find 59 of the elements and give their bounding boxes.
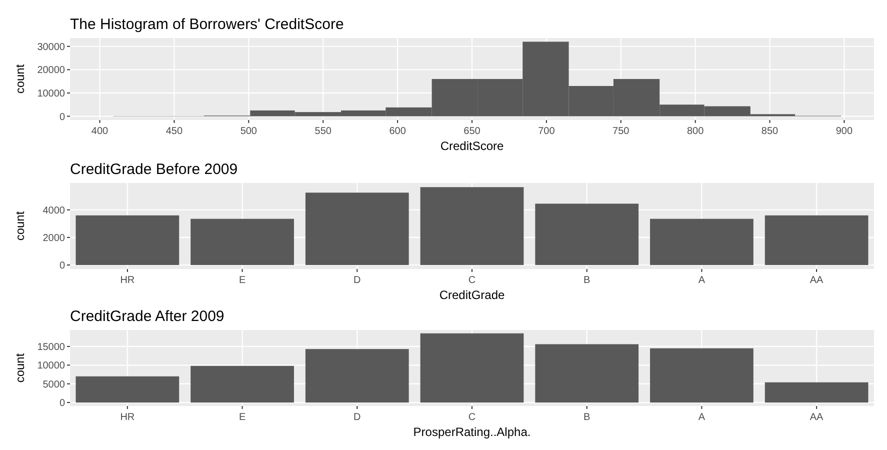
bar (76, 376, 180, 403)
x-tick-label: 850 (761, 126, 779, 137)
chart-title: CreditGrade After 2009 (70, 308, 224, 325)
y-tick-label: 30000 (37, 42, 66, 53)
x-axis-title: CreditScore (440, 139, 504, 153)
bar (76, 215, 180, 266)
y-axis-title: count (13, 352, 27, 383)
bar (190, 366, 294, 403)
x-tick-label: B (584, 275, 591, 286)
x-tick-label: A (698, 275, 706, 286)
bar (305, 349, 409, 403)
x-tick-label: 600 (389, 126, 406, 137)
y-axis-title: count (13, 210, 27, 241)
x-tick-label: HR (120, 412, 135, 423)
bar (764, 382, 868, 403)
bar (535, 204, 639, 266)
bar (190, 218, 294, 266)
y-tick-label: 2000 (42, 232, 66, 244)
y-tick-label: 0 (59, 112, 66, 123)
x-tick-label: C (468, 275, 476, 286)
x-tick-label: 700 (538, 126, 556, 137)
bar (305, 192, 409, 266)
y-tick-label: 5000 (42, 379, 66, 390)
bar (420, 187, 524, 266)
x-tick-label: C (468, 412, 476, 423)
y-axis-title: count (13, 64, 27, 94)
x-tick-label: 500 (240, 126, 258, 137)
y-tick-label: 0 (59, 260, 66, 272)
x-tick-label: 650 (464, 126, 481, 137)
x-tick-label: E (238, 275, 246, 286)
y-tick-label: 0 (59, 398, 66, 410)
chart-title: CreditGrade Before 2009 (70, 161, 238, 178)
y-tick-label: 10000 (37, 360, 66, 372)
x-axis-title: ProsperRating..Alpha. (413, 425, 531, 439)
bar (650, 348, 754, 403)
x-tick-label: D (354, 275, 361, 286)
x-axis-title: CreditGrade (439, 288, 505, 302)
x-tick-label: AA (810, 275, 824, 286)
y-tick-label: 4000 (42, 205, 66, 216)
x-tick-label: HR (120, 275, 135, 286)
x-tick-label: 800 (686, 126, 704, 137)
x-tick-label: E (238, 412, 246, 423)
x-tick-label: AA (810, 412, 824, 423)
x-tick-label: A (698, 412, 706, 423)
bar (535, 344, 639, 403)
y-tick-label: 20000 (37, 65, 66, 76)
y-tick-label: 10000 (37, 88, 66, 100)
bar (650, 218, 754, 266)
bar (420, 333, 524, 403)
x-tick-label: 900 (836, 126, 853, 137)
x-tick-label: 550 (314, 126, 332, 137)
bar (764, 215, 868, 266)
x-tick-label: 450 (166, 126, 183, 137)
x-tick-label: B (584, 412, 591, 423)
chart-title: The Histogram of Borrowers' CreditScore (70, 16, 344, 33)
x-tick-label: 400 (91, 126, 109, 137)
x-tick-label: 750 (612, 126, 630, 137)
x-tick-label: D (354, 412, 361, 423)
y-tick-label: 15000 (37, 342, 66, 353)
